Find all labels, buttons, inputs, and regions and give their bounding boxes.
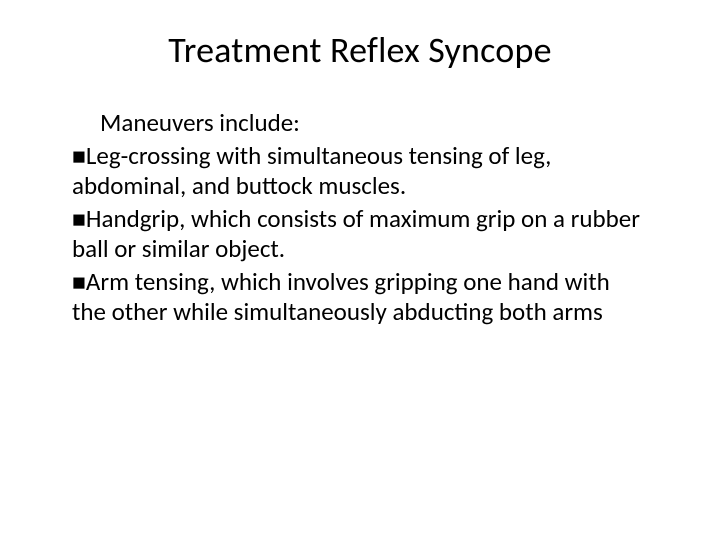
- bullet-text: Leg-crossing with simultaneous tensing o…: [72, 140, 551, 202]
- bullet-text: Handgrip, which consists of maximum grip…: [72, 203, 640, 265]
- bullet-text: Arm tensing, which involves gripping one…: [72, 266, 610, 328]
- bullet-item: ■Leg-crossing with simultaneous tensing …: [72, 141, 648, 202]
- slide-title: Treatment Reflex Syncope: [72, 28, 648, 72]
- slide-content: Maneuvers include: ■Leg-crossing with si…: [72, 108, 648, 330]
- square-bullet-icon: ■: [72, 269, 86, 297]
- slide-container: Treatment Reflex Syncope Maneuvers inclu…: [0, 0, 720, 540]
- bullet-item: ■Arm tensing, which involves gripping on…: [72, 267, 648, 328]
- square-bullet-icon: ■: [72, 206, 86, 234]
- intro-text: Maneuvers include:: [72, 108, 648, 139]
- square-bullet-icon: ■: [72, 143, 86, 171]
- bullet-item: ■Handgrip, which consists of maximum gri…: [72, 204, 648, 265]
